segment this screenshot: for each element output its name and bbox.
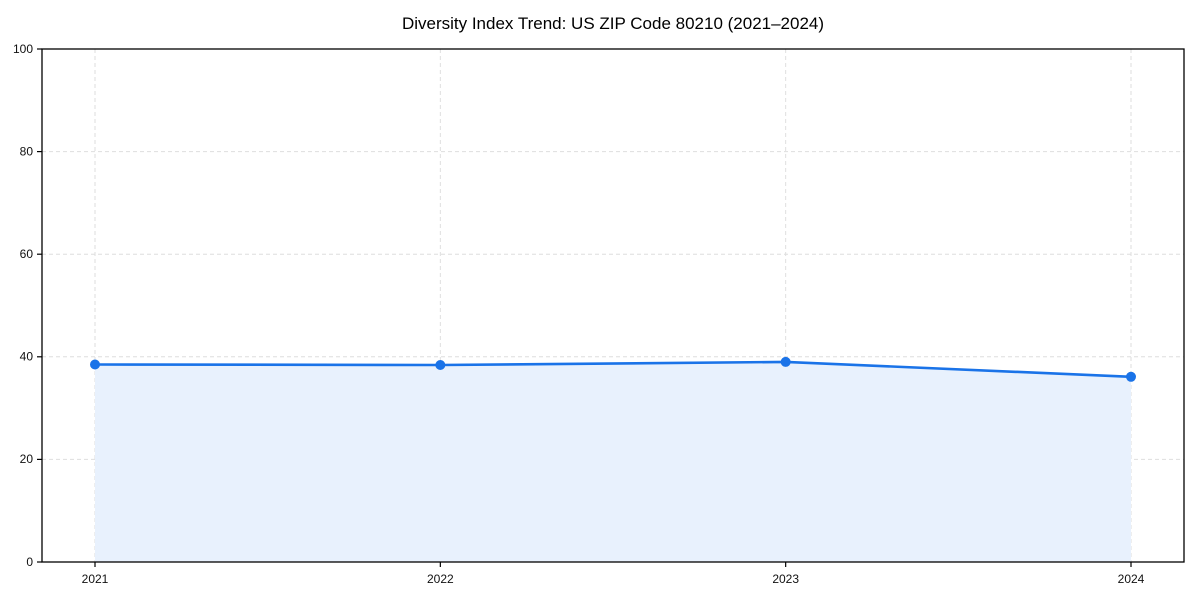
x-axis: 2021 2022 2023 2024 bbox=[82, 562, 1145, 586]
data-point bbox=[1126, 371, 1136, 382]
y-tick-label: 20 bbox=[20, 452, 34, 466]
x-tick-label: 2022 bbox=[427, 572, 454, 586]
y-tick-label: 60 bbox=[20, 247, 34, 261]
chart-title: Diversity Index Trend: US ZIP Code 80210… bbox=[401, 14, 825, 33]
data-point bbox=[780, 356, 791, 367]
data-point bbox=[435, 360, 446, 371]
y-tick-label: 0 bbox=[26, 555, 33, 569]
y-tick-label: 100 bbox=[13, 42, 33, 56]
data-point bbox=[90, 359, 100, 370]
y-tick-label: 80 bbox=[20, 144, 34, 158]
x-tick-label: 2023 bbox=[772, 572, 799, 586]
y-tick-label: 40 bbox=[20, 350, 34, 364]
trend-line bbox=[93, 360, 1133, 379]
y-axis: 0 20 40 60 80 100 bbox=[13, 42, 42, 569]
x-tick-label: 2024 bbox=[1118, 572, 1145, 586]
axis-spines bbox=[41, 48, 1185, 563]
x-tick-label: 2021 bbox=[82, 572, 109, 586]
area-fill bbox=[95, 361, 1131, 562]
